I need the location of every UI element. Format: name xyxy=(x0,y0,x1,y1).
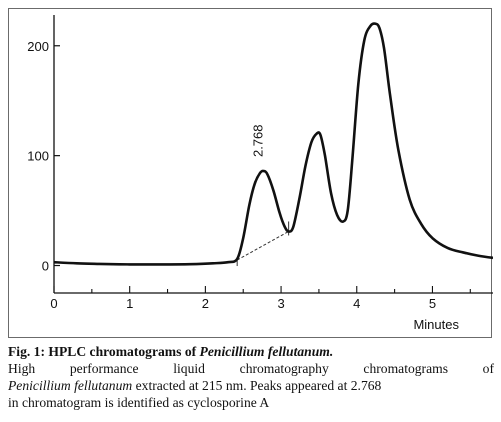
x-tick-label-2: 2 xyxy=(202,296,209,311)
caption-body-line-3: in chromatogram is identified as cyclosp… xyxy=(8,395,270,410)
y-tick-label-0: 0 xyxy=(42,259,49,274)
chromatogram-chart: 0 100 200 0 1 2 3 4 5 Minutes 2.768 xyxy=(27,15,493,332)
chromatogram-figure: 0 100 200 0 1 2 3 4 5 Minutes 2.768 xyxy=(8,8,493,338)
caption-title-line: Fig. 1: HPLC chromatograms of Penicilliu… xyxy=(8,343,494,360)
caption-body-species: Penicillium fellutanum xyxy=(8,378,133,393)
x-tick-label-3: 3 xyxy=(277,296,284,311)
figure-caption: Fig. 1: HPLC chromatograms of Penicilliu… xyxy=(8,343,494,411)
x-axis-label: Minutes xyxy=(413,317,459,332)
y-tick-label-1: 100 xyxy=(27,149,49,164)
x-tick-label-1: 1 xyxy=(126,296,133,311)
x-tick-label-5: 5 xyxy=(429,296,436,311)
x-tick-label-4: 4 xyxy=(353,296,360,311)
caption-body-rest: extracted at 215 nm. Peaks appeared at 2… xyxy=(132,378,382,393)
y-tick-label-2: 200 xyxy=(27,39,49,54)
chromatogram-trace-0 xyxy=(53,22,493,266)
caption-title: Fig. 1: HPLC chromatograms of xyxy=(8,344,200,359)
peak-retention-label: 2.768 xyxy=(251,124,266,157)
caption-body-line-1: High performance liquid chromatography c… xyxy=(8,361,494,376)
caption-body-line-2: Penicillium fellutanum extracted at 215 … xyxy=(8,377,494,394)
x-tick-label-0: 0 xyxy=(50,296,57,311)
caption-title-species: Penicillium fellutanum. xyxy=(199,344,334,359)
